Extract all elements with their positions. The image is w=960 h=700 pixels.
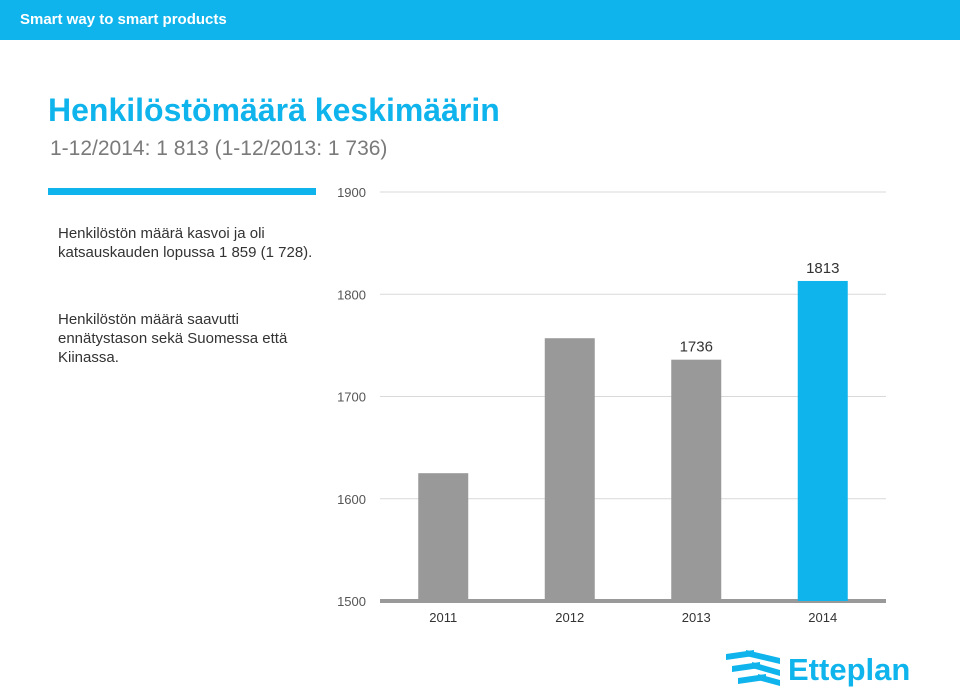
- paragraph-growth: Henkilöstön määrä kasvoi ja oli katsausk…: [58, 225, 313, 261]
- data-label-2013: 1736: [680, 339, 713, 356]
- x-tick-label-2013: 2013: [682, 610, 711, 625]
- y-tick-label-1500: 1500: [337, 594, 366, 609]
- etteplan-logo-mark-icon: [726, 650, 780, 686]
- headcount-bar-chart: 1500 1600 1700 1800 1900 2011 2012 2013 1736 2014…: [337, 185, 886, 625]
- bar-2011: [418, 473, 469, 601]
- y-tick-label-1800: 1800: [337, 287, 366, 302]
- slide-title: Henkilöstömäärä keskimäärin: [48, 92, 500, 128]
- data-label-2014: 1813: [806, 260, 839, 277]
- y-tick-label-1600: 1600: [337, 492, 366, 507]
- bar-2012: [544, 338, 595, 601]
- x-tick-label-2012: 2012: [555, 610, 584, 625]
- bar-2014: [797, 280, 848, 601]
- accent-bar: [48, 188, 316, 195]
- slide-subtitle: 1-12/2014: 1 813 (1-12/2013: 1 736): [50, 137, 388, 160]
- bar-2013: [671, 359, 722, 601]
- top-banner: Smart way to smart products: [0, 0, 960, 40]
- y-tick-label-1700: 1700: [337, 390, 366, 405]
- x-tick-label-2014: 2014: [808, 610, 837, 625]
- paragraph-record: Henkilöstön määrä saavutti ennätystason …: [58, 311, 288, 366]
- tagline: Smart way to smart products: [20, 11, 227, 28]
- logo-text: Etteplan: [788, 652, 911, 687]
- x-tick-label-2011: 2011: [429, 610, 457, 625]
- etteplan-logo: Etteplan: [724, 648, 910, 692]
- y-tick-label-1900: 1900: [337, 185, 366, 200]
